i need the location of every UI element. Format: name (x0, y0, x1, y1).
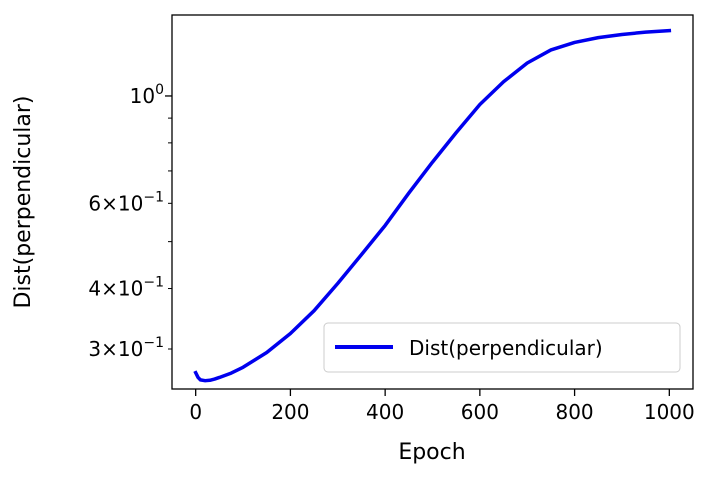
series-line (193, 28, 672, 383)
tick-base: 10 (118, 191, 143, 215)
x-tick-label: 0 (189, 400, 202, 424)
y-axis-label: Dist(perpendicular) (11, 95, 36, 308)
times-sign: × (101, 191, 118, 215)
tick-base: 10 (118, 277, 143, 301)
legend-label: Dist(perpendicular) (409, 336, 603, 360)
tick-mantissa: 4 (88, 277, 101, 301)
y-major-tick-label: 100 (130, 82, 164, 108)
times-sign: × (101, 337, 118, 361)
tick-exponent: −1 (143, 275, 164, 291)
tick-mantissa: 6 (88, 191, 101, 215)
y-minor-tick-label: 6×10−1 (88, 189, 164, 215)
x-axis-label: Epoch (398, 440, 465, 465)
x-tick-label: 1000 (644, 400, 695, 424)
tick-exponent: −1 (143, 335, 164, 351)
x-tick-label: 600 (461, 400, 499, 424)
x-tick-label: 200 (271, 400, 309, 424)
y-minor-tick-label: 4×10−1 (88, 275, 164, 301)
x-tick-label: 800 (555, 400, 593, 424)
tick-mantissa: 3 (88, 337, 101, 361)
legend: Dist(perpendicular) (323, 322, 681, 373)
legend-box (323, 322, 681, 373)
tick-base: 10 (130, 84, 155, 108)
series-layer (193, 28, 672, 383)
tick-exponent: −1 (143, 189, 164, 205)
tick-exponent: 0 (155, 82, 164, 98)
plot-area-frame (171, 14, 694, 390)
times-sign: × (101, 277, 118, 301)
y-minor-tick-label: 3×10−1 (88, 335, 164, 361)
x-tick-label: 400 (366, 400, 404, 424)
tick-base: 10 (118, 337, 143, 361)
x-axis: 0 200 400 600 800 1000 (189, 389, 695, 424)
